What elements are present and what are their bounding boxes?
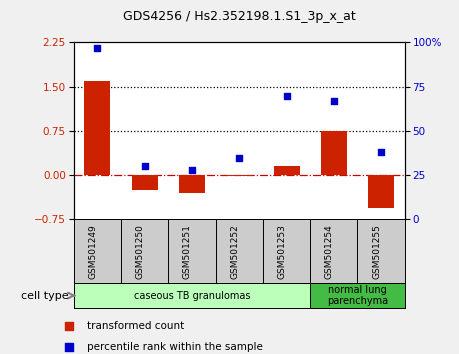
Bar: [179, 175, 204, 193]
Text: percentile rank within the sample: percentile rank within the sample: [87, 342, 263, 352]
Point: [235, 155, 242, 160]
Point: [282, 93, 290, 98]
Bar: [320, 131, 346, 175]
Bar: [226, 175, 252, 176]
Text: GSM501253: GSM501253: [277, 224, 286, 279]
Text: normal lung
parenchyma: normal lung parenchyma: [326, 285, 387, 307]
Bar: [73, 283, 309, 308]
Point: [330, 98, 337, 104]
Text: GSM501252: GSM501252: [230, 224, 239, 279]
Text: caseous TB granulomas: caseous TB granulomas: [134, 291, 250, 301]
Text: GSM501249: GSM501249: [88, 224, 97, 279]
Bar: [84, 81, 110, 175]
Point: [188, 167, 195, 173]
Point: [377, 149, 384, 155]
Text: GSM501254: GSM501254: [324, 224, 333, 279]
Bar: [131, 175, 157, 190]
Bar: [367, 175, 393, 208]
Text: GSM501255: GSM501255: [371, 224, 381, 279]
Bar: [273, 166, 299, 175]
Text: GDS4256 / Hs2.352198.1.S1_3p_x_at: GDS4256 / Hs2.352198.1.S1_3p_x_at: [123, 10, 355, 23]
Text: cell type: cell type: [21, 291, 69, 301]
Text: GSM501250: GSM501250: [135, 224, 144, 279]
Point: [140, 164, 148, 169]
Text: transformed count: transformed count: [87, 321, 184, 331]
Point: [93, 45, 101, 51]
Bar: [309, 283, 404, 308]
Text: GSM501251: GSM501251: [183, 224, 191, 279]
